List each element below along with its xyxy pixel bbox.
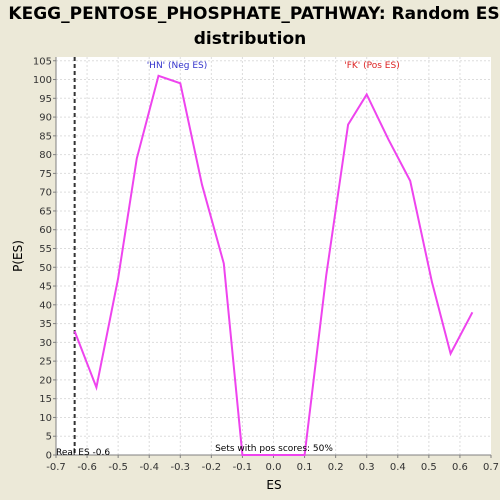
y-tick-label: 45 bbox=[39, 282, 52, 293]
y-axis-label: P(ES) bbox=[11, 240, 25, 272]
y-tick-label: 80 bbox=[39, 150, 52, 161]
x-axis-ticks: -0.7 -0.6 -0.5 -0.4 -0.3 -0.2 -0.1 0.0 0.1 0.2 0.3… bbox=[46, 455, 499, 473]
x-tick-label: -0.5 bbox=[108, 462, 128, 473]
y-tick-label: 30 bbox=[39, 338, 52, 349]
x-tick-label: -0.7 bbox=[46, 462, 66, 473]
y-tick-label: 65 bbox=[39, 206, 52, 217]
y-tick-label: 85 bbox=[39, 131, 52, 142]
y-tick-label: 0 bbox=[46, 451, 52, 462]
y-tick-label: 20 bbox=[39, 375, 52, 386]
y-tick-label: 5 bbox=[46, 432, 52, 443]
series-line bbox=[73, 74, 474, 456]
neg-es-label: 'HN' (Neg ES) bbox=[147, 61, 208, 71]
y-tick-label: 75 bbox=[39, 169, 52, 180]
x-tick-label: 0.6 bbox=[452, 462, 468, 473]
x-tick-label: 0.1 bbox=[297, 462, 313, 473]
y-tick-label: 10 bbox=[39, 413, 52, 424]
y-tick-label: 15 bbox=[39, 394, 52, 405]
x-tick-label: -0.2 bbox=[202, 462, 222, 473]
y-tick-label: 40 bbox=[39, 300, 52, 311]
y-tick-label: 55 bbox=[39, 244, 52, 255]
y-tick-label: 70 bbox=[39, 188, 52, 199]
x-tick-label: -0.6 bbox=[77, 462, 97, 473]
y-axis-ticks: 0 5 10 15 20 25 30 35 40 45 50 55 60 65 70 75 80 85 90 95 10… bbox=[33, 56, 56, 462]
pos-es-label: 'FK' (Pos ES) bbox=[344, 61, 399, 71]
x-tick-label: 0.0 bbox=[266, 462, 282, 473]
x-tick-label: -0.4 bbox=[139, 462, 159, 473]
plot-area bbox=[56, 57, 491, 455]
y-tick-label: 50 bbox=[39, 263, 52, 274]
x-tick-label: 0.3 bbox=[359, 462, 375, 473]
y-tick-label: 25 bbox=[39, 357, 52, 368]
chart-title-line2: distribution bbox=[194, 29, 306, 49]
y-tick-label: 60 bbox=[39, 225, 52, 236]
x-tick-label: 0.5 bbox=[421, 462, 437, 473]
x-tick-label: 0.4 bbox=[390, 462, 406, 473]
x-tick-label: -0.3 bbox=[171, 462, 191, 473]
y-tick-label: 100 bbox=[33, 75, 52, 86]
y-tick-label: 95 bbox=[39, 94, 52, 105]
real-es-label: Real ES -0.6 bbox=[56, 448, 110, 458]
x-tick-label: 0.7 bbox=[483, 462, 499, 473]
x-tick-label: -0.1 bbox=[233, 462, 253, 473]
y-tick-label: 105 bbox=[33, 56, 52, 67]
y-tick-label: 35 bbox=[39, 319, 52, 330]
x-tick-label: 0.2 bbox=[328, 462, 344, 473]
chart-title-line1: KEGG_PENTOSE_PHOSPHATE_PATHWAY: Random E… bbox=[8, 4, 499, 24]
y-tick-label: 90 bbox=[39, 113, 52, 124]
x-axis-label: ES bbox=[266, 478, 281, 492]
sets-pos-scores-label: Sets with pos scores: 50% bbox=[215, 444, 333, 454]
